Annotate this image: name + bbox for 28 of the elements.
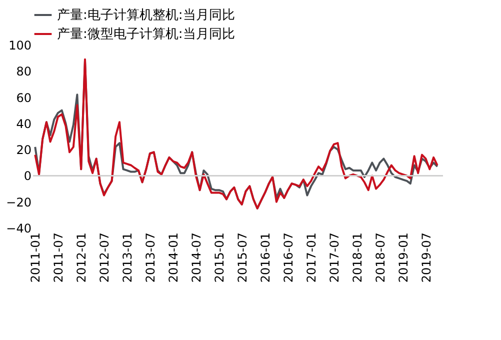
x-tick-label: 2012-07 xyxy=(98,232,112,283)
x-tick-label: 2011-07 xyxy=(51,232,66,283)
y-tick-label: −20 xyxy=(6,195,32,210)
x-tick-label: 2014-07 xyxy=(189,232,204,283)
y-tick-label: 40 xyxy=(16,116,32,131)
x-tick-label: 2015-07 xyxy=(235,232,250,283)
x-tick-label: 2013-07 xyxy=(143,232,158,283)
x-tick-label: 2011-01 xyxy=(28,232,43,283)
x-tick-label: 2016-07 xyxy=(281,232,296,283)
legend-label: 产量:微型电子计算机:当月同比 xyxy=(57,27,235,42)
y-tick-label: 0 xyxy=(24,169,32,184)
x-tick-label: 2019-01 xyxy=(396,232,410,283)
x-tick-label: 2016-01 xyxy=(258,232,272,283)
y-tick-label: 20 xyxy=(16,143,32,158)
x-tick-label: 2018-07 xyxy=(373,232,388,283)
x-tick-label: 2018-01 xyxy=(350,232,365,283)
x-tick-label: 2012-01 xyxy=(74,232,89,283)
x-tick-label: 2015-01 xyxy=(212,232,227,283)
y-tick-label: −40 xyxy=(6,222,32,236)
x-tick-label: 2017-07 xyxy=(327,232,342,283)
legend-label: 产量:电子计算机整机:当月同比 xyxy=(57,8,235,23)
x-tick-label: 2019-07 xyxy=(419,232,434,283)
y-tick-label: 100 xyxy=(8,38,32,52)
x-tick-label: 2014-01 xyxy=(166,232,181,283)
y-tick-label: 80 xyxy=(16,64,32,79)
x-tick-label: 2017-01 xyxy=(304,232,319,283)
y-tick-label: 60 xyxy=(16,90,32,105)
x-tick-label: 2013-01 xyxy=(120,232,135,283)
